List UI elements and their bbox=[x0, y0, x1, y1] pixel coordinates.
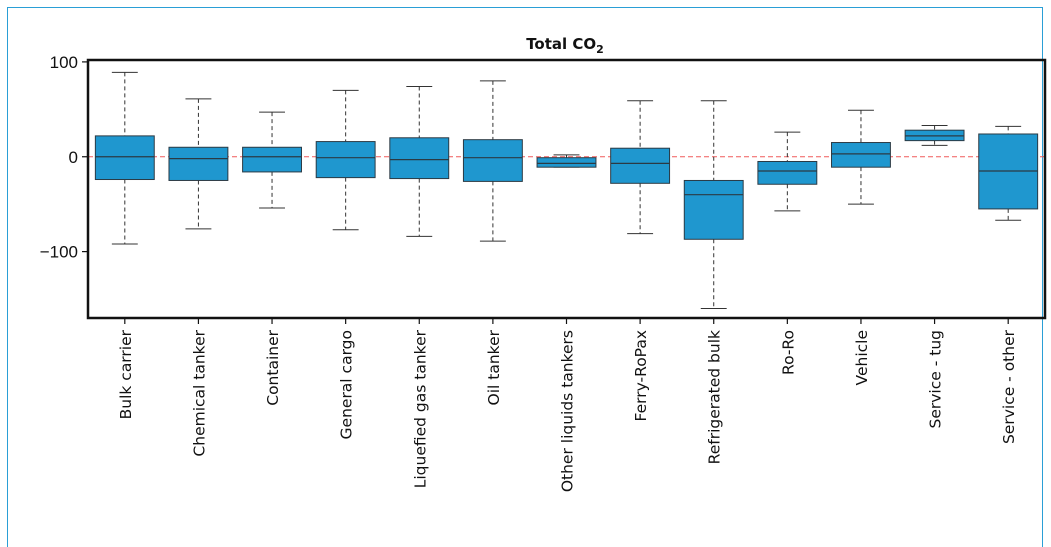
x-tick-label: Vehicle bbox=[853, 330, 871, 385]
y-tick-label: −100 bbox=[40, 243, 78, 262]
box-2 bbox=[168, 146, 229, 181]
chart-title-subscript: 2 bbox=[596, 43, 604, 56]
y-tick-label: 100 bbox=[50, 53, 78, 72]
box-3 bbox=[242, 146, 302, 173]
x-tick-label: Bulk carrier bbox=[117, 329, 135, 419]
box-9 bbox=[683, 179, 744, 240]
box-11 bbox=[831, 142, 891, 168]
x-tick-label: Refrigerated bulk bbox=[706, 330, 724, 464]
plot-area: Bulk carrier Chemical tanker Container Gene… bbox=[40, 53, 1047, 492]
x-tick-label: Oil tanker bbox=[485, 329, 503, 405]
x-tick-label: Liquefied gas tanker bbox=[411, 329, 429, 488]
plot-frame bbox=[86, 58, 1047, 320]
chart-title-main: Total CO bbox=[526, 35, 596, 53]
box-8 bbox=[610, 147, 671, 184]
x-tick-label: Container bbox=[264, 329, 282, 405]
figure-frame bbox=[7, 7, 1043, 547]
box-4 bbox=[315, 141, 376, 179]
x-tick-label: Service - other bbox=[1000, 329, 1018, 444]
x-tick-label: Ferry-RoPax bbox=[632, 330, 650, 421]
chart-title: Total CO2 bbox=[526, 35, 604, 56]
y-tick-label: 0 bbox=[69, 148, 78, 167]
box-10 bbox=[757, 160, 818, 185]
x-tick-label: Service - tug bbox=[927, 330, 945, 428]
x-tick-label: General cargo bbox=[338, 330, 356, 439]
box-5 bbox=[389, 137, 450, 180]
box-7 bbox=[536, 157, 597, 168]
box-6 bbox=[462, 139, 523, 182]
x-tick-label: Chemical tanker bbox=[190, 329, 208, 456]
x-tick-label: Other liquids tankers bbox=[559, 330, 577, 492]
x-tick-label: Ro-Ro bbox=[779, 330, 797, 375]
box-1 bbox=[94, 135, 155, 181]
